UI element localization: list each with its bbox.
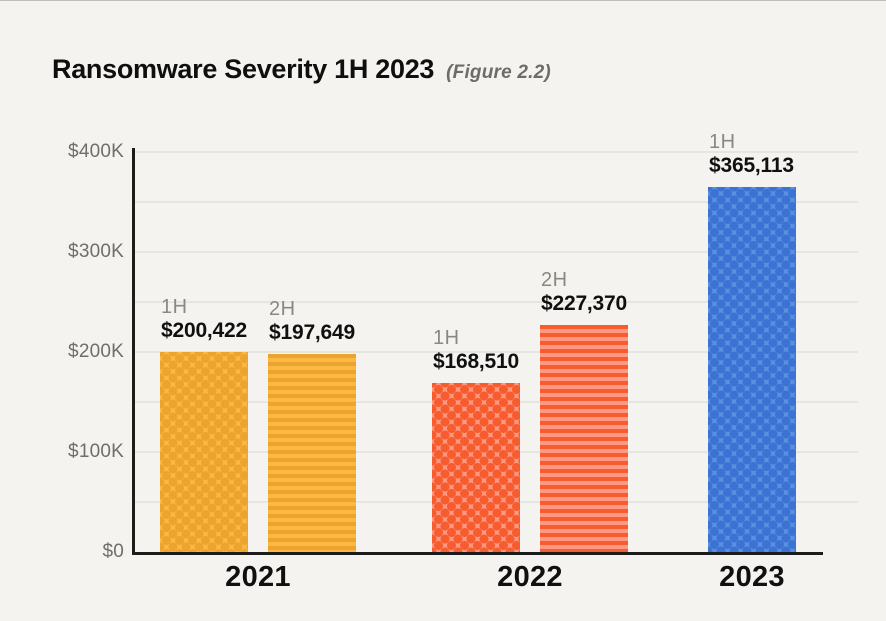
y-axis-tick-label: $400K — [68, 141, 124, 162]
bar-label-2021-1H: 1H $200,422 — [161, 296, 381, 343]
y-axis-tick-label: $300K — [68, 241, 124, 262]
bar-value-label: $227,370 — [541, 292, 627, 315]
y-axis-tick-label: $0 — [102, 541, 124, 562]
bar-label-2022-2H: 2H $227,370 — [541, 269, 761, 316]
bar-value-label: $197,649 — [269, 321, 355, 344]
gridline — [134, 301, 858, 303]
chart-title: Ransomware Severity 1H 2023 — [52, 54, 435, 84]
bar-half-label: 2H — [269, 298, 296, 320]
x-axis-line — [132, 552, 823, 555]
y-axis-tick-label: $200K — [68, 341, 124, 362]
y-axis-tick-label: $100K — [68, 441, 124, 462]
gridline — [134, 351, 858, 353]
bar-half-label: 1H — [161, 296, 188, 318]
x-axis-label-2023: 2023 — [719, 561, 785, 593]
gridline — [134, 201, 858, 203]
bar-value-label: $200,422 — [161, 319, 247, 342]
gridline — [134, 151, 858, 153]
gridline — [134, 251, 858, 253]
bar-2021-1H — [160, 352, 248, 552]
bar-half-label: 2H — [541, 269, 568, 291]
bar-2023-1H — [708, 187, 796, 552]
x-axis-label-2022: 2022 — [497, 561, 563, 593]
x-axis-label-2021: 2021 — [225, 561, 291, 593]
figure-number-label: (Figure 2.2) — [446, 62, 551, 83]
bar-label-2022-1H: 1H $168,510 — [433, 327, 653, 374]
chart-header: Ransomware Severity 1H 2023 (Figure 2.2) — [52, 54, 551, 85]
bar-2021-2H — [268, 354, 356, 552]
bar-half-label: 1H — [709, 131, 736, 153]
bar-2022-2H — [540, 325, 628, 552]
bar-label-2021-2H: 2H $197,649 — [269, 298, 489, 345]
y-axis-line — [132, 148, 135, 555]
bar-value-label: $365,113 — [709, 154, 794, 177]
bar-value-label: $168,510 — [433, 350, 519, 373]
bar-label-2023-1H: 1H $365,113 — [709, 131, 886, 178]
bar-2022-1H — [432, 383, 520, 552]
bar-half-label: 1H — [433, 327, 460, 349]
